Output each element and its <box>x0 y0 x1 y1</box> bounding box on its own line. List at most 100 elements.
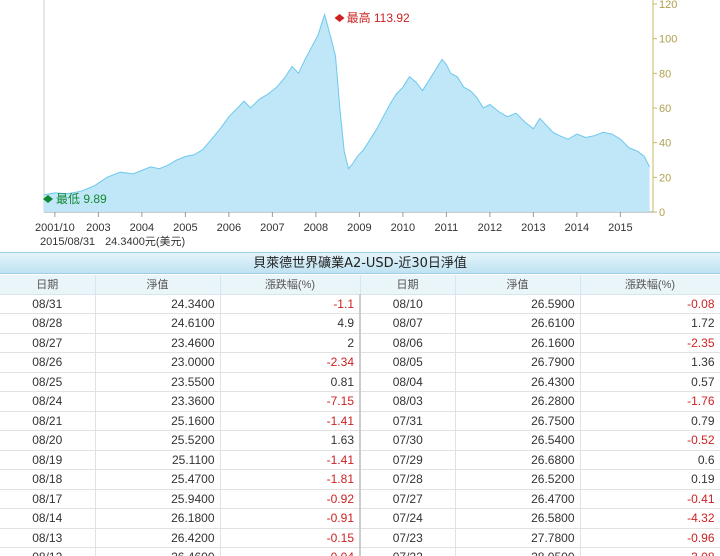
change-cell: 0.79 <box>580 411 720 431</box>
date-cell: 07/22 <box>360 547 456 556</box>
nav-cell: 23.5500 <box>95 372 221 392</box>
chart-footer: 2015/08/31 24.3400元(美元) <box>40 233 195 249</box>
change-cell: -0.96 <box>580 528 720 548</box>
nav-history-chart: 0 20 40 60 80 100 120 2001/10 2003 2004 2005 2006 20… <box>0 0 720 250</box>
change-cell: 1.72 <box>580 313 720 334</box>
nav-cell: 24.3400 <box>95 294 221 314</box>
date-cell: 08/05 <box>360 352 456 373</box>
change-cell: -1.41 <box>220 450 361 470</box>
y-tick-label: 0 <box>659 207 665 219</box>
nav-cell: 25.1100 <box>95 450 221 470</box>
date-cell: 08/24 <box>0 391 96 412</box>
nav-cell: 26.5400 <box>455 430 581 451</box>
column-header: 淨值 <box>95 275 221 295</box>
nav-cell: 26.4700 <box>455 489 581 509</box>
table-header-row: 日期 淨值 漲跌幅(%) 日期 淨值 漲跌幅(%) <box>0 275 720 295</box>
nav-cell: 26.6100 <box>455 313 581 334</box>
y-tick-label: 40 <box>659 138 671 150</box>
footer-unit: 元(美元) <box>144 236 186 248</box>
table-title: 貝萊德世界礦業A2-USD-近30日淨值 <box>0 252 720 274</box>
x-tick-label: 2005 <box>173 222 197 232</box>
date-cell: 08/20 <box>0 430 96 451</box>
date-cell: 07/31 <box>360 411 456 431</box>
table-row: 08/31 24.3400 -1.1 08/10 26.5900 -0.08 <box>0 294 720 314</box>
date-cell: 08/25 <box>0 372 96 392</box>
table-row: 08/24 23.3600 -7.15 08/03 26.2800 -1.76 <box>0 391 720 412</box>
x-tick-label: 2011 <box>435 222 459 232</box>
x-tick-label: 2012 <box>478 222 502 232</box>
nav-cell: 26.4600 <box>95 547 221 556</box>
nav-cell: 25.9400 <box>95 489 221 509</box>
nav-cell: 25.4700 <box>95 469 221 490</box>
table-row: 08/19 25.1100 -1.41 07/29 26.6800 0.6 <box>0 450 720 470</box>
x-tick-label: 2007 <box>260 222 284 232</box>
x-tick-label: 2008 <box>304 222 328 232</box>
x-tick-label: 2009 <box>347 222 371 232</box>
footer-value: 24.3400 <box>105 236 145 248</box>
nav-cell: 25.1600 <box>95 411 221 431</box>
table-row: 08/27 23.4600 2 08/06 26.1600 -2.35 <box>0 333 720 353</box>
nav-cell: 26.5200 <box>455 469 581 490</box>
nav-cell: 23.4600 <box>95 333 221 353</box>
date-cell: 08/26 <box>0 352 96 373</box>
x-tick-label: 2006 <box>217 222 241 232</box>
change-cell: -3.08 <box>580 547 720 556</box>
date-cell: 08/14 <box>0 508 96 529</box>
table-row: 08/18 25.4700 -1.81 07/28 26.5200 0.19 <box>0 469 720 490</box>
table-row: 08/21 25.1600 -1.41 07/31 26.7500 0.79 <box>0 411 720 431</box>
date-cell: 07/30 <box>360 430 456 451</box>
date-cell: 07/23 <box>360 528 456 548</box>
table-row: 08/1226.4600-0.0407/2228.0500-3.08 <box>0 547 720 556</box>
x-tick-label: 2001/10 <box>35 222 75 232</box>
change-cell: -0.04 <box>220 547 361 556</box>
nav-cell: 26.6800 <box>455 450 581 470</box>
change-cell: -0.41 <box>580 489 720 509</box>
nav-cell: 26.4200 <box>95 528 221 548</box>
table-row: 08/14 26.1800 -0.91 07/24 26.5800 -4.32 <box>0 508 720 529</box>
date-cell: 08/13 <box>0 528 96 548</box>
change-cell: -1.1 <box>220 294 361 314</box>
date-cell: 08/10 <box>360 294 456 314</box>
column-header: 漲跌幅(%) <box>220 275 361 295</box>
date-cell: 08/21 <box>0 411 96 431</box>
x-tick-label: 2003 <box>86 222 110 232</box>
table-row: 08/17 25.9400 -0.92 07/27 26.4700 -0.41 <box>0 489 720 509</box>
date-cell: 08/03 <box>360 391 456 412</box>
change-cell: 0.81 <box>220 372 361 392</box>
nav-cell: 24.6100 <box>95 313 221 334</box>
date-cell: 08/19 <box>0 450 96 470</box>
change-cell: -0.91 <box>220 508 361 529</box>
x-tick-label: 2013 <box>521 222 545 232</box>
change-cell: 2 <box>220 333 361 353</box>
nav-cell: 23.0000 <box>95 352 221 373</box>
change-cell: 1.36 <box>580 352 720 373</box>
change-cell: 0.57 <box>580 372 720 392</box>
change-cell: -0.92 <box>220 489 361 509</box>
change-cell: -0.15 <box>220 528 361 548</box>
x-tick-label: 2004 <box>130 222 154 232</box>
chart-svg: 0 20 40 60 80 100 120 2001/10 2003 2004 2005 2006 20… <box>35 0 677 232</box>
nav-cell: 28.0500 <box>455 547 581 556</box>
date-cell: 07/27 <box>360 489 456 509</box>
date-cell: 08/28 <box>0 313 96 334</box>
date-cell: 08/04 <box>360 372 456 392</box>
change-cell: -2.34 <box>220 352 361 373</box>
y-tick-label: 60 <box>659 103 671 115</box>
change-cell: -1.41 <box>220 411 361 431</box>
nav-cell: 26.1600 <box>455 333 581 353</box>
nav-cell: 23.3600 <box>95 391 221 412</box>
nav-cell: 27.7800 <box>455 528 581 548</box>
change-cell: -1.81 <box>220 469 361 490</box>
date-cell: 08/17 <box>0 489 96 509</box>
max-label: 最高 113.92 <box>347 10 410 25</box>
min-marker <box>43 195 53 203</box>
change-cell: -0.08 <box>580 294 720 314</box>
table-row: 08/20 25.5200 1.63 07/30 26.5400 -0.52 <box>0 430 720 451</box>
nav-cell: 26.7900 <box>455 352 581 373</box>
y-tick-label: 120 <box>659 0 677 11</box>
table-row: 08/26 23.0000 -2.34 08/05 26.7900 1.36 <box>0 352 720 373</box>
change-cell: 0.6 <box>580 450 720 470</box>
date-cell: 07/28 <box>360 469 456 490</box>
change-cell: -4.32 <box>580 508 720 529</box>
date-cell: 08/12 <box>0 547 96 556</box>
